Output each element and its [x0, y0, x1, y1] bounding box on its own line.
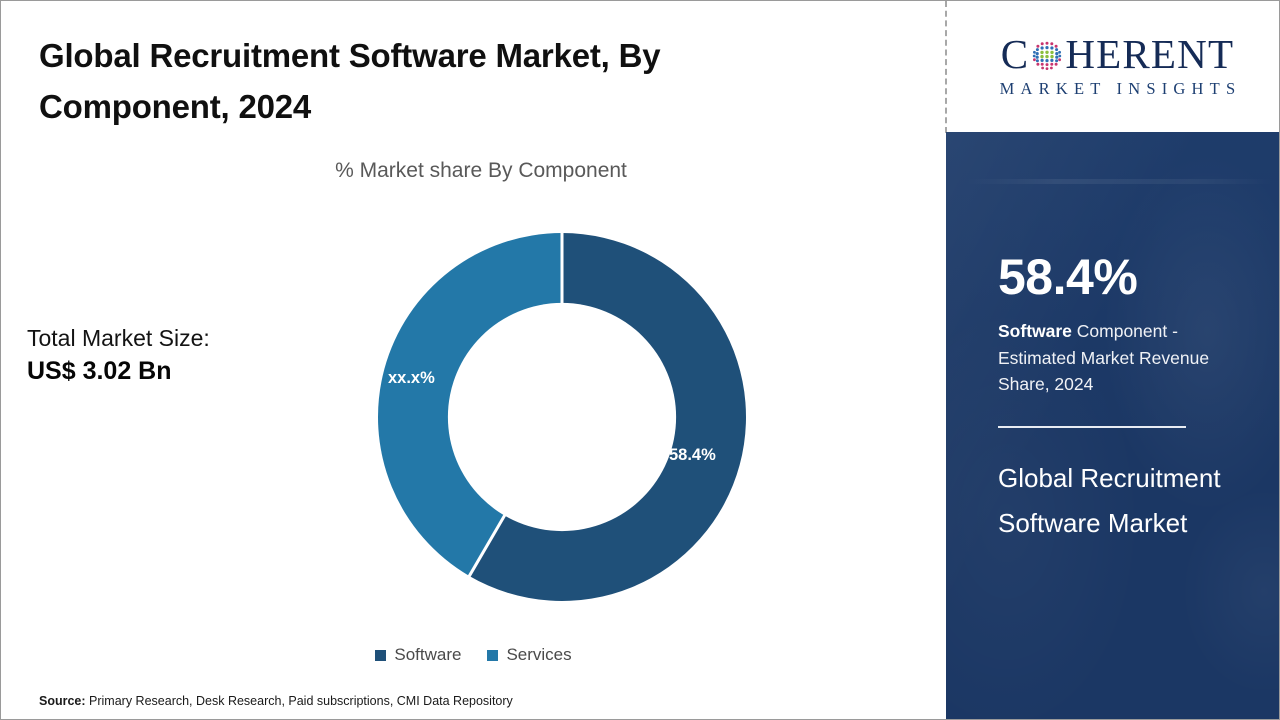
chart-subtitle: % Market share By Component: [335, 159, 627, 182]
legend-swatch-software: [375, 649, 387, 661]
logo-word-right: HERENT: [1065, 31, 1235, 77]
left-content-pane: Global Recruitment Software Market, By C…: [1, 1, 946, 719]
source-label: Source:: [39, 694, 86, 708]
donut-label-software: 58.4%: [669, 446, 716, 464]
vertical-dashed-divider: [945, 1, 947, 133]
logo-tagline: MARKET INSIGHTS: [999, 79, 1242, 98]
donut-hole: [447, 302, 677, 532]
highlight-panel-content: 58.4% Software Component - Estimated Mar…: [946, 249, 1279, 546]
stat-description: Software Component - Estimated Market Re…: [998, 318, 1236, 398]
panel-heading: Global Recruitment Software Market: [998, 462, 1221, 539]
logo-wordmark: C: [1001, 34, 1234, 75]
legend-item-services[interactable]: Services: [487, 645, 572, 665]
chart-legend: Software Services: [1, 645, 946, 665]
stat-description-bold: Software: [998, 321, 1072, 341]
legend-label-services: Services: [506, 645, 572, 664]
panel-divider-rule: [998, 425, 1186, 428]
legend-item-software[interactable]: Software: [375, 645, 461, 665]
stat-description-rest: Component - Estimated Market Revenue Sha…: [998, 321, 1210, 395]
page-title: Global Recruitment Software Market, By C…: [39, 37, 661, 125]
total-market-size-block: Total Market Size: US$ 3.02 Bn: [27, 323, 327, 389]
stat-value: 58.4%: [998, 249, 1138, 305]
total-market-size-label: Total Market Size:: [27, 325, 210, 351]
legend-label-software: Software: [394, 645, 462, 664]
donut-chart: xx.x% 58.4%: [372, 227, 752, 607]
dotted-globe-icon: [1030, 39, 1064, 73]
brand-logo[interactable]: C: [954, 1, 1279, 132]
donut-label-services: xx.x%: [388, 369, 435, 387]
legend-swatch-services: [487, 649, 499, 661]
donut-chart-svg: [378, 231, 747, 601]
total-market-size-value: US$ 3.02 Bn: [27, 356, 172, 385]
source-line: Source: Primary Research, Desk Research,…: [39, 694, 513, 708]
logo-word-left: C: [1000, 31, 1030, 77]
highlight-panel: 58.4% Software Component - Estimated Mar…: [946, 132, 1279, 719]
source-text: Primary Research, Desk Research, Paid su…: [89, 694, 513, 708]
